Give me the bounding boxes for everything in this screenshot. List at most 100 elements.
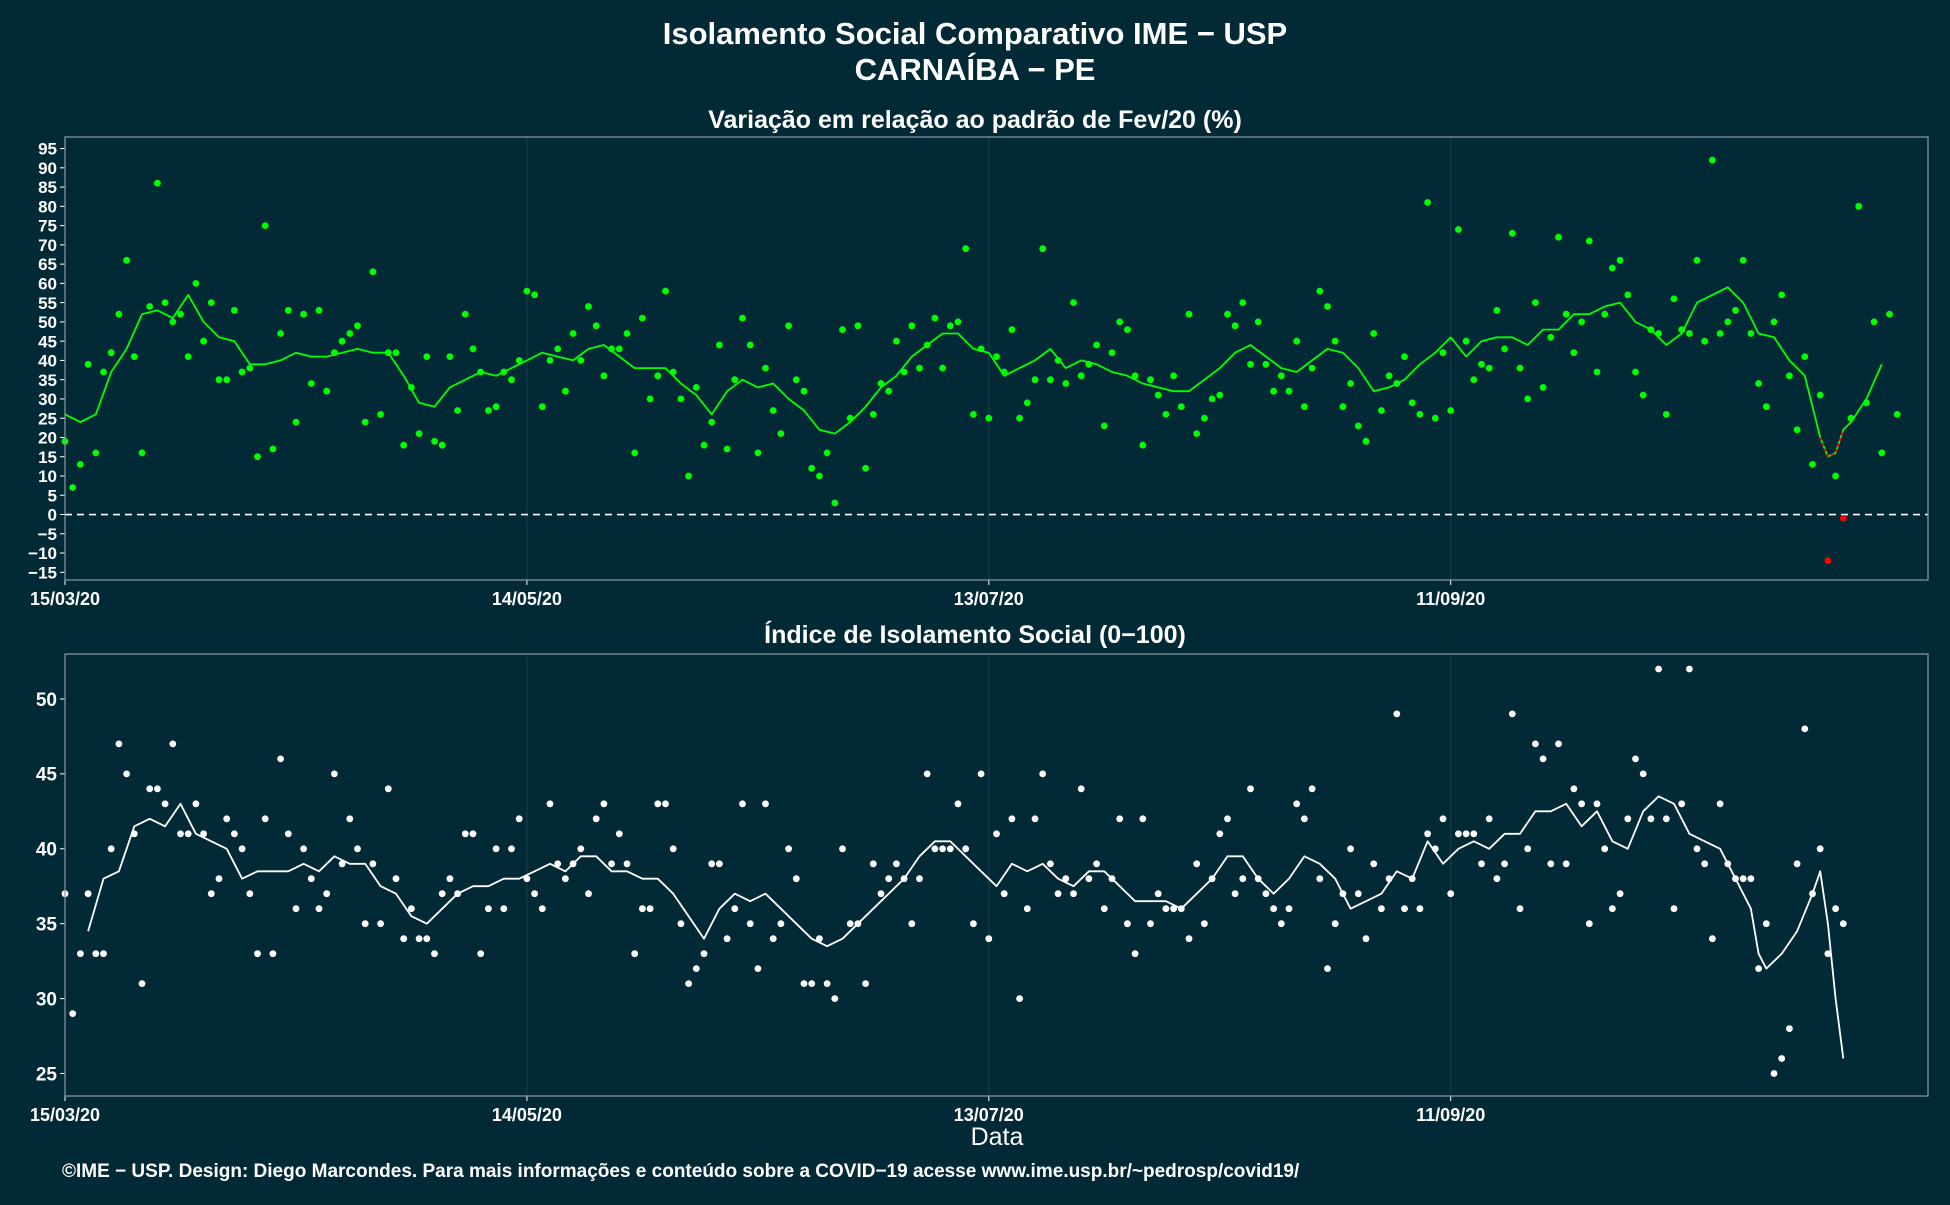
x-axis-label: Data — [971, 1123, 1024, 1151]
data-point — [284, 306, 292, 314]
data-point — [716, 860, 723, 868]
x-tick-label: 11/09/20 — [1416, 1105, 1485, 1125]
data-point — [1532, 299, 1539, 306]
data-point — [1739, 256, 1747, 264]
top-panel-title: Variação em relação ao padrão de Fev/20 … — [708, 106, 1242, 134]
data-point — [1039, 245, 1047, 253]
x-tick-label: 11/09/20 — [1416, 589, 1485, 609]
data-point — [739, 800, 746, 808]
data-point — [538, 905, 546, 913]
data-point — [307, 875, 315, 883]
data-point — [384, 349, 392, 357]
data-point — [1678, 800, 1686, 808]
data-point — [1431, 845, 1439, 853]
data-point — [1424, 830, 1431, 838]
data-point — [1462, 830, 1470, 838]
data-point — [492, 403, 500, 411]
data-point — [1254, 318, 1262, 326]
data-point — [800, 387, 808, 395]
data-point — [1755, 380, 1762, 387]
data-point — [1893, 411, 1901, 418]
data-point — [1501, 860, 1508, 868]
data-point — [1878, 449, 1886, 457]
data-point — [408, 384, 415, 391]
data-point — [207, 890, 215, 898]
data-point — [485, 407, 492, 414]
data-point — [1816, 845, 1824, 853]
data-point — [92, 950, 100, 958]
data-point — [1462, 337, 1470, 345]
data-point — [1493, 875, 1501, 883]
data-point — [839, 326, 846, 333]
data-point — [1308, 364, 1316, 372]
data-point — [231, 306, 238, 314]
data-point — [1786, 1025, 1793, 1032]
data-point — [1054, 357, 1062, 364]
data-point — [631, 449, 639, 457]
data-point — [1824, 950, 1832, 958]
data-point — [1093, 860, 1100, 868]
data-point — [677, 395, 685, 403]
data-point — [1339, 403, 1347, 411]
data-point — [877, 890, 885, 898]
data-point — [1208, 395, 1216, 403]
data-point — [1293, 337, 1301, 345]
x-tick-label: 14/05/20 — [492, 1105, 562, 1125]
data-point — [900, 368, 908, 376]
data-point — [1847, 414, 1855, 422]
data-point — [1301, 403, 1308, 411]
data-point — [177, 310, 184, 318]
data-point — [192, 800, 200, 808]
data-point — [1062, 380, 1070, 387]
data-point — [123, 256, 130, 264]
data-point — [1023, 905, 1031, 913]
data-point — [1809, 461, 1816, 468]
data-point — [1539, 384, 1547, 391]
data-point — [662, 800, 669, 808]
data-point — [1270, 387, 1277, 395]
data-point — [908, 322, 916, 330]
data-point — [77, 950, 84, 958]
data-point — [1401, 353, 1408, 360]
data-point — [916, 875, 923, 883]
data-point — [1000, 890, 1008, 898]
data-point — [1270, 905, 1277, 913]
data-point — [1216, 391, 1224, 399]
y-tick-label: 60 — [38, 275, 57, 294]
data-point — [415, 430, 423, 437]
data-point — [962, 845, 970, 853]
data-point — [946, 322, 954, 330]
data-point — [1670, 905, 1678, 913]
data-point — [1431, 414, 1439, 422]
data-point — [1832, 905, 1839, 913]
data-point — [723, 445, 731, 453]
x-tick-label: 15/03/20 — [30, 589, 100, 609]
data-point — [531, 890, 538, 898]
data-point — [777, 920, 785, 928]
data-point — [1100, 422, 1108, 430]
data-point — [1162, 411, 1170, 418]
data-point — [1755, 965, 1762, 972]
data-point — [839, 845, 846, 853]
data-point — [277, 330, 284, 337]
data-point — [1524, 845, 1532, 853]
data-point — [554, 345, 562, 353]
data-point — [1624, 291, 1632, 299]
data-point — [1139, 815, 1147, 823]
data-point — [962, 245, 970, 253]
data-point — [500, 368, 508, 376]
data-point — [923, 341, 931, 349]
data-point — [916, 364, 923, 372]
data-point — [115, 740, 123, 748]
data-point — [184, 353, 192, 360]
data-point — [477, 950, 485, 958]
data-point — [346, 815, 354, 823]
data-point — [631, 950, 639, 958]
data-point — [677, 920, 685, 928]
data-point — [254, 950, 261, 958]
data-point — [1601, 310, 1609, 318]
data-point — [592, 322, 600, 330]
data-point — [92, 449, 100, 457]
data-point — [562, 875, 569, 883]
data-point — [1224, 310, 1231, 318]
